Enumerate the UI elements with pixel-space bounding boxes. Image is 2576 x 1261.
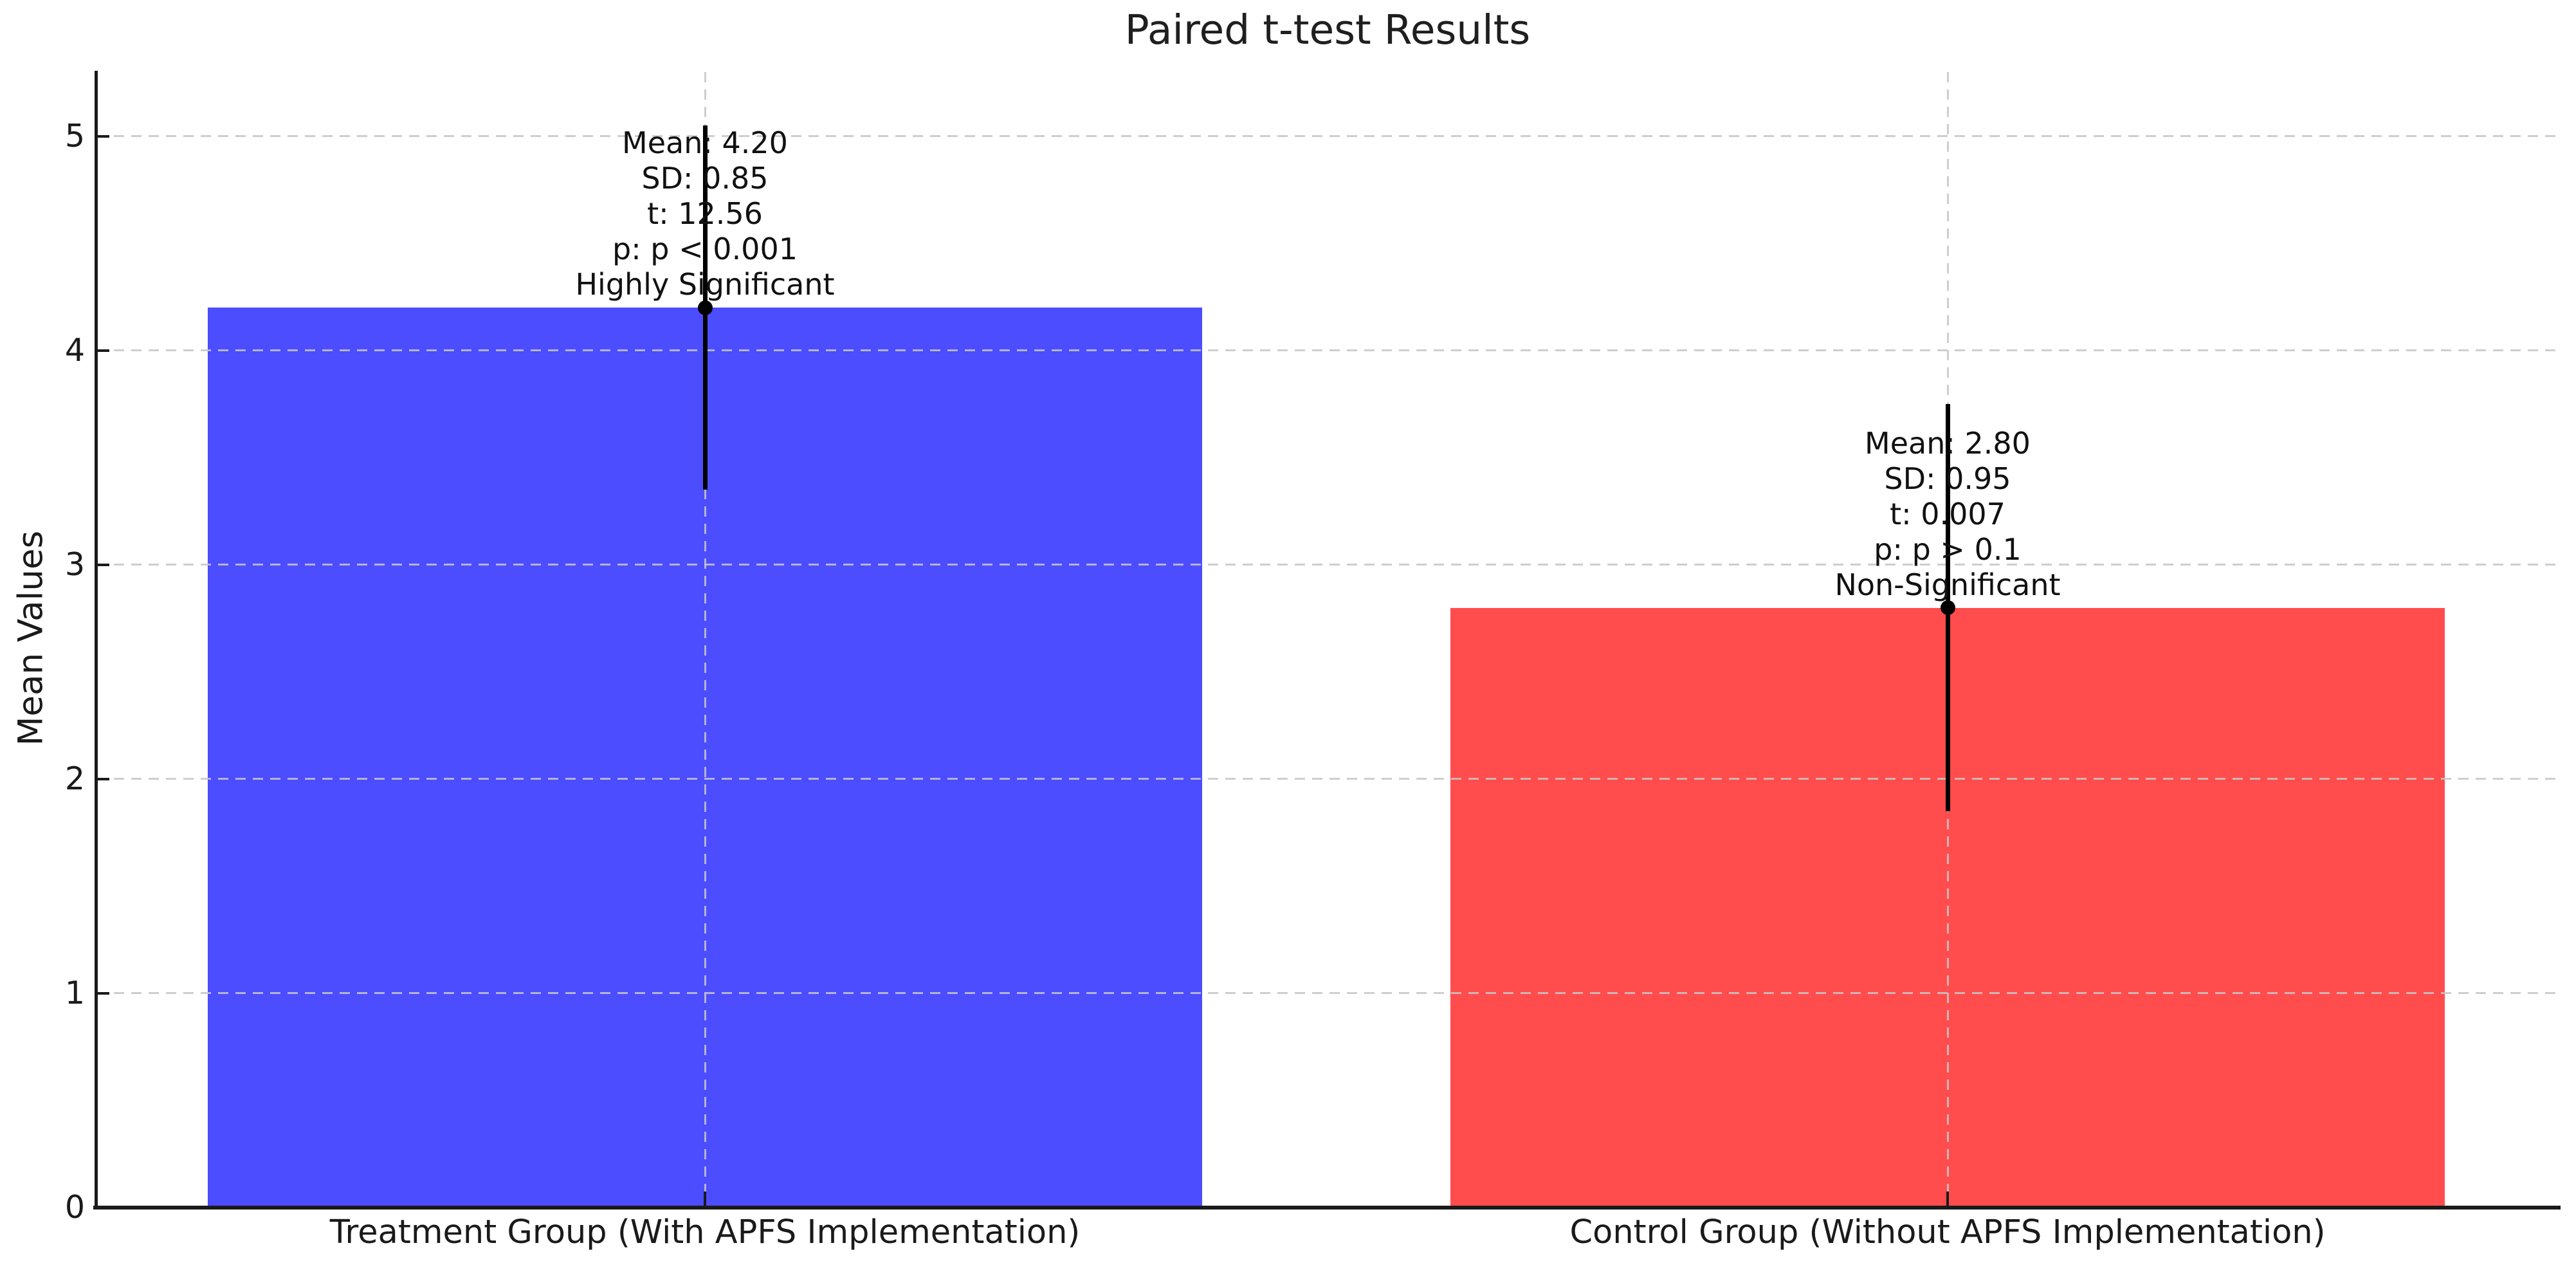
stats-annotation-line: SD: 0.95: [1884, 461, 2011, 496]
stats-annotation-line: Mean: 4.20: [622, 125, 788, 161]
stats-annotation-line: SD: 0.85: [641, 161, 769, 196]
y-tick-label: 2: [64, 760, 85, 797]
stats-annotation-line: Highly Significant: [575, 267, 835, 302]
chart-title: Paired t-test Results: [1124, 6, 1531, 53]
y-tick-label: 0: [64, 1189, 85, 1226]
stats-annotation: Mean: 4.20 SD: 0.85 t: 12.56 p: p < 0.001 Hi…: [575, 125, 834, 302]
gridline-horizontal: [96, 564, 2559, 566]
stats-annotation-line: p: p > 0.1: [1874, 531, 2022, 567]
y-tick-mark: [98, 991, 109, 995]
y-tick-mark: [98, 349, 109, 352]
stats-annotation-line: p: p < 0.001: [612, 232, 798, 267]
y-tick-label: 3: [64, 546, 85, 583]
mean-marker-dot: [697, 300, 713, 315]
y-tick-mark: [98, 1206, 109, 1209]
stats-annotation-line: Mean: 2.80: [1865, 425, 2031, 461]
stats-annotation: Mean: 2.80 SD: 0.95 t: 0.007 p: p > 0.1 Non-…: [1834, 426, 2060, 603]
x-tick-mark: [704, 1192, 706, 1206]
x-category-label: Treatment Group (With APFS Implementatio…: [329, 1213, 1081, 1251]
x-axis-spine: [93, 1206, 2561, 1210]
stats-annotation-line: t: 0.007: [1890, 496, 2005, 531]
gridline-horizontal: [96, 349, 2559, 352]
y-axis-spine: [95, 71, 98, 1210]
stats-annotation-line: t: 12.56: [647, 196, 763, 232]
y-tick-label: 4: [64, 331, 85, 369]
y-tick-label: 5: [64, 117, 85, 154]
x-category-label: Control Group (Without APFS Implementati…: [1569, 1213, 2326, 1251]
stats-annotation-line: Non-Significant: [1834, 567, 2061, 602]
gridline-horizontal: [96, 992, 2559, 995]
mean-marker-dot: [1940, 600, 1955, 616]
y-tick-mark: [98, 563, 109, 566]
x-tick-mark: [1946, 1192, 1949, 1206]
y-tick-mark: [98, 134, 109, 138]
gridline-horizontal: [96, 778, 2559, 780]
gridline-vertical: [704, 72, 706, 1208]
y-tick-label: 1: [64, 974, 85, 1011]
gridline-horizontal: [96, 135, 2559, 138]
y-tick-mark: [98, 777, 109, 780]
